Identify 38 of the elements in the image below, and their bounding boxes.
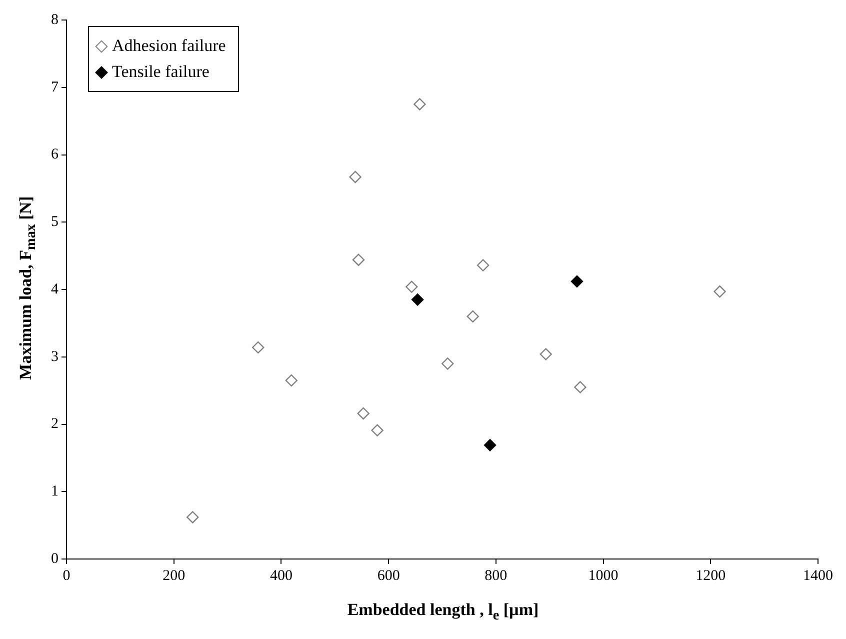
point bbox=[442, 358, 454, 370]
x-axis-title: Embedded length , l$_{e}$ [µm] bbox=[347, 600, 539, 623]
point bbox=[411, 294, 424, 306]
point bbox=[484, 439, 496, 452]
x-tick-label: 1200 bbox=[696, 568, 726, 584]
point bbox=[414, 98, 426, 110]
point bbox=[714, 285, 726, 298]
x-tick-label: 0 bbox=[62, 568, 70, 584]
point bbox=[371, 424, 384, 436]
legend-label: Tensile failure bbox=[112, 61, 210, 83]
point bbox=[252, 341, 264, 354]
y-tick-label: 6 bbox=[51, 146, 59, 163]
x-tick-label: 1000 bbox=[588, 568, 618, 584]
legend-label: Adhesion failure bbox=[112, 35, 226, 57]
point bbox=[357, 407, 370, 420]
x-tick-label: 600 bbox=[377, 568, 400, 584]
point bbox=[476, 259, 490, 272]
y-tick-label: 5 bbox=[51, 214, 58, 230]
x-tick-label: 400 bbox=[270, 568, 292, 584]
y-tick-label: 7 bbox=[51, 79, 59, 96]
y-tick-label: 2 bbox=[51, 416, 58, 432]
y-tick-label: 3 bbox=[51, 348, 58, 365]
point bbox=[574, 381, 586, 394]
point bbox=[570, 275, 584, 288]
y-tick-label: 4 bbox=[51, 281, 59, 298]
point bbox=[406, 280, 418, 293]
point bbox=[186, 511, 199, 524]
y-tick-label: 0 bbox=[51, 550, 58, 567]
point bbox=[349, 170, 362, 184]
point bbox=[285, 374, 298, 387]
point bbox=[466, 310, 479, 323]
x-tick-label: 1400 bbox=[803, 568, 833, 584]
point bbox=[540, 348, 552, 360]
x-tick-label: 200 bbox=[162, 568, 186, 584]
y-tick-label: 8 bbox=[51, 12, 58, 28]
y-tick-label: 1 bbox=[51, 484, 58, 500]
x-tick-label: 800 bbox=[484, 568, 508, 584]
point bbox=[352, 254, 365, 266]
